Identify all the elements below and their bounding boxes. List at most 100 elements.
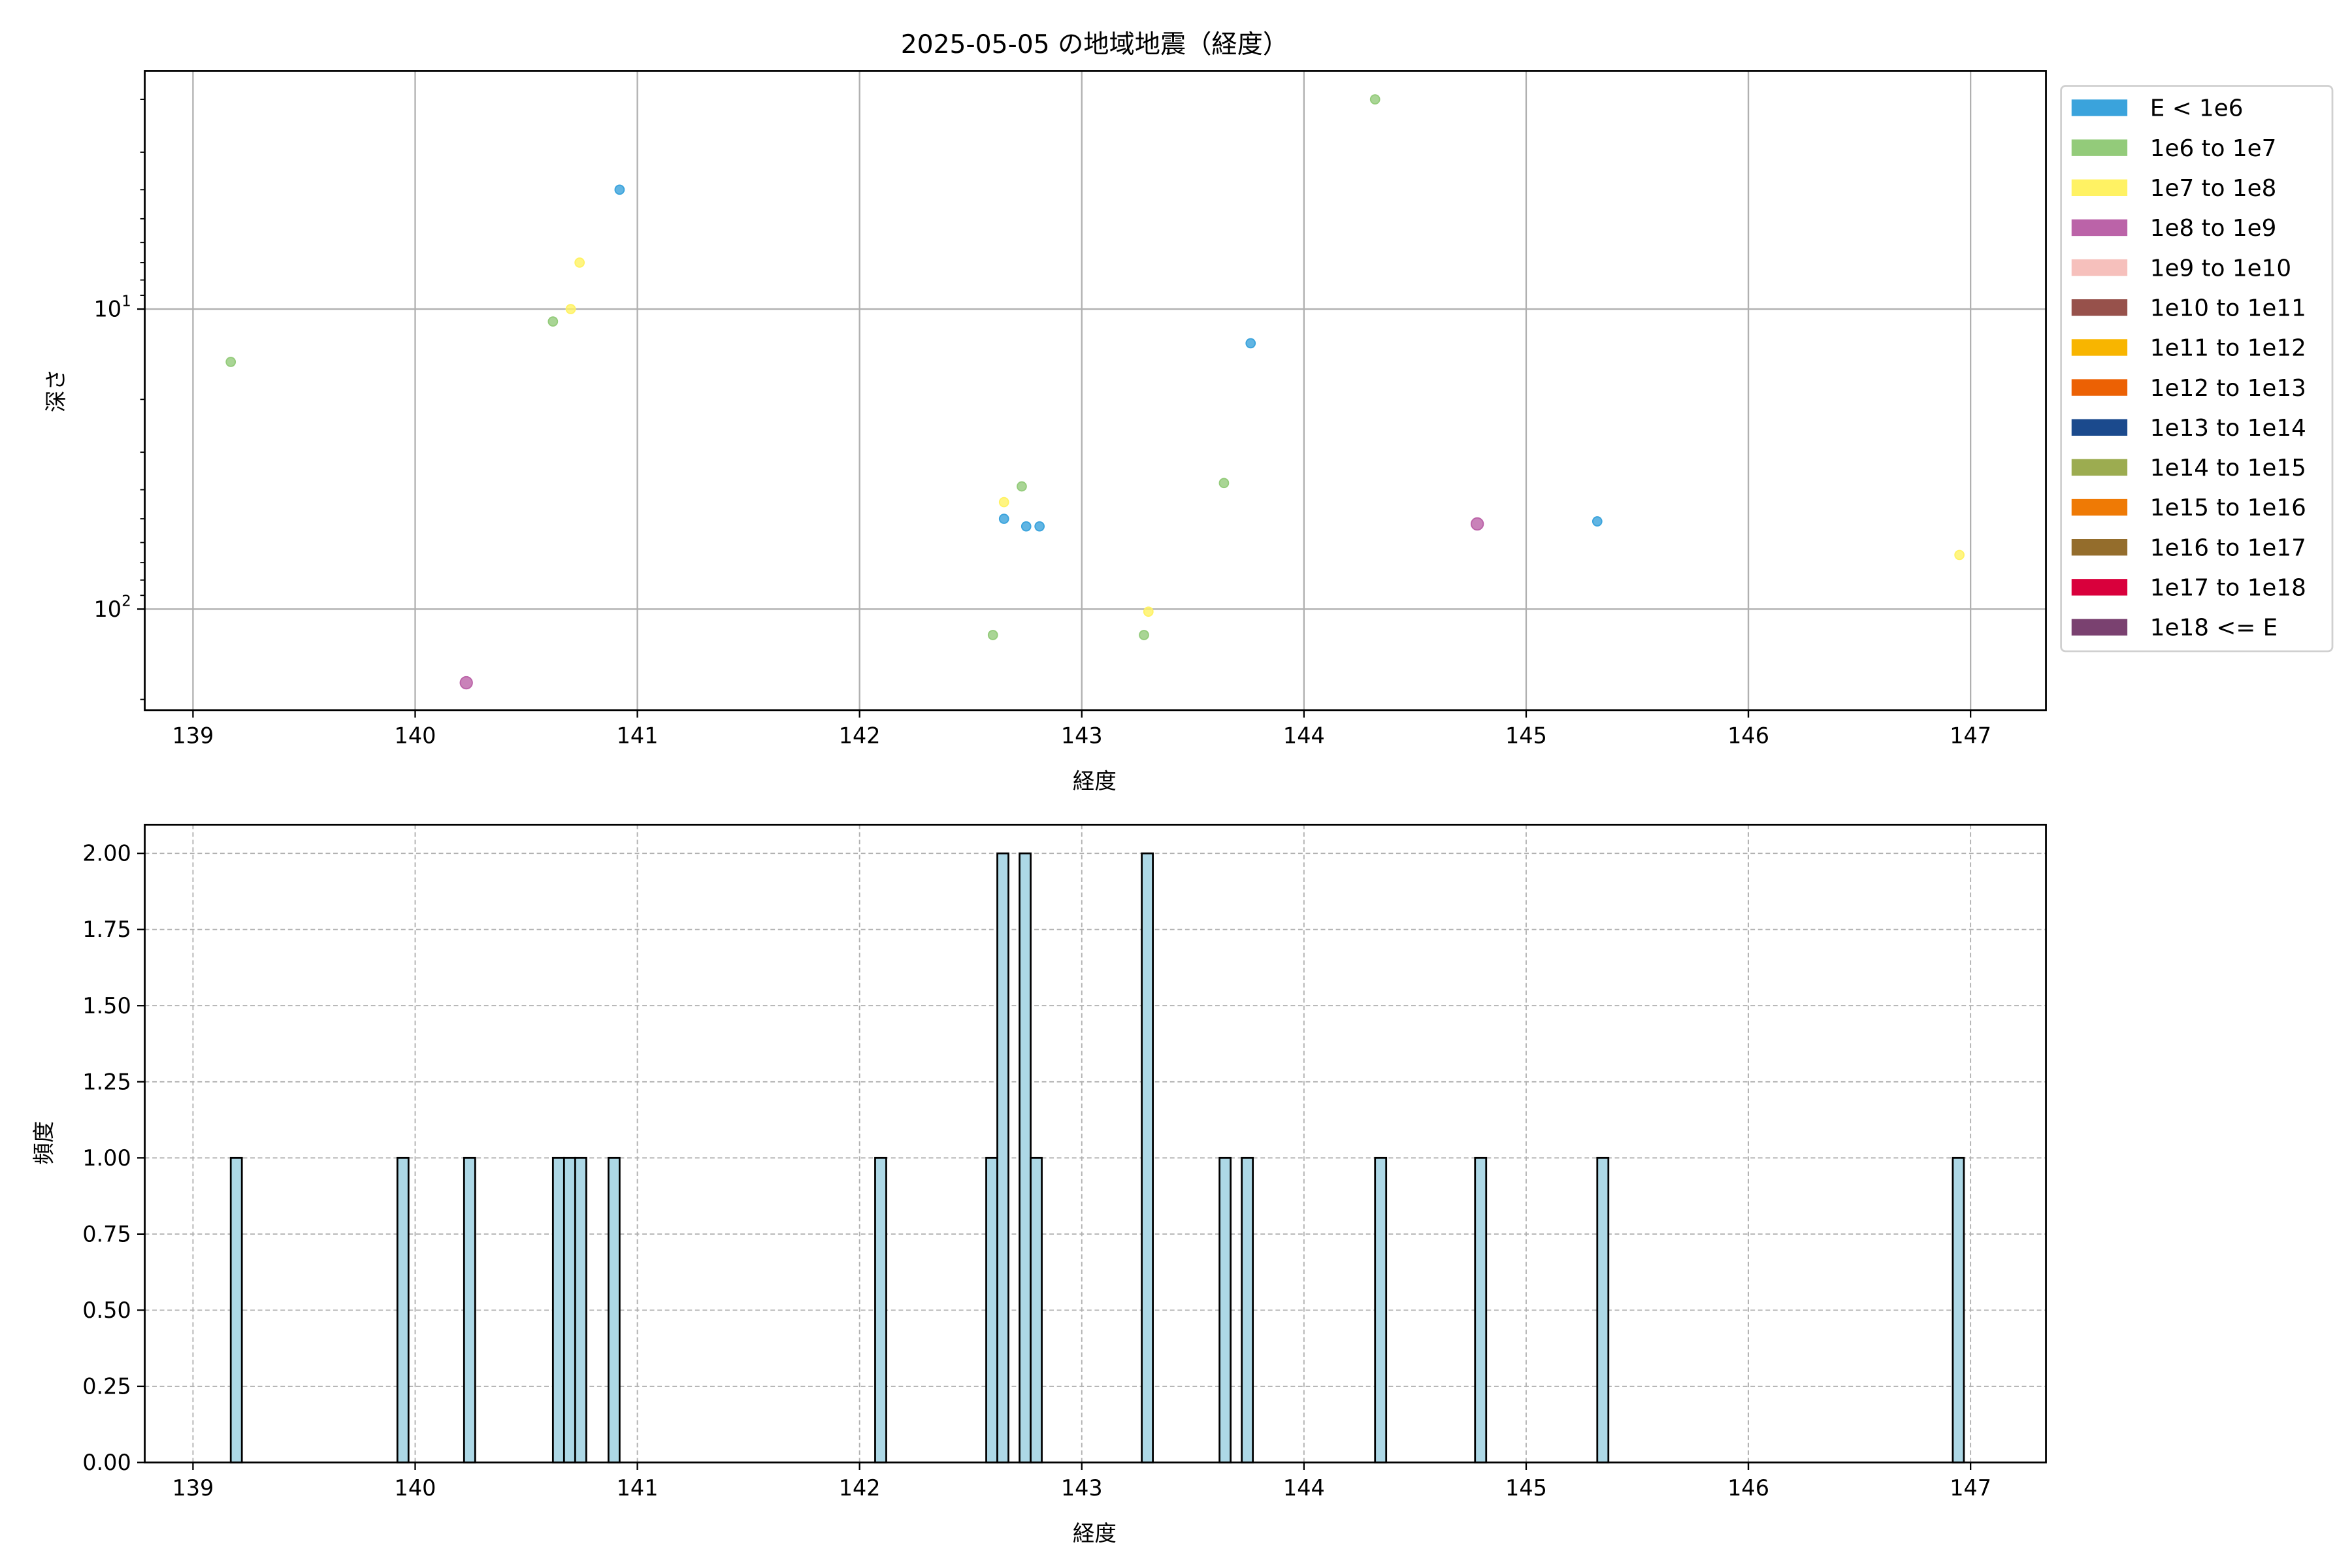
data-point [574,257,585,268]
data-point [614,184,625,195]
histogram-bar [574,1156,587,1463]
data-point [1021,521,1032,532]
legend-swatch [2071,259,2128,276]
legend-swatch [2071,99,2128,116]
legend-label: 1e17 to 1e18 [2150,575,2306,602]
data-point [547,316,559,327]
histogram-xlabel: 経度 [1073,1520,1117,1546]
legend-label: 1e7 to 1e8 [2150,175,2277,202]
legend: E < 1e6 1e6 to 1e7 1e7 to 1e8 1e8 to 1e9 1e9… [2060,85,2334,653]
x-tick-label: 143 [1061,1475,1103,1501]
data-point [1139,630,1149,640]
legend-label: E < 1e6 [2150,95,2244,122]
y-tick-label: 102 [94,593,131,622]
y-tick-label: 1.50 [82,993,131,1019]
legend-swatch [2071,579,2128,596]
legend-swatch [2071,459,2128,476]
data-point [1245,338,1256,349]
data-point [1369,94,1380,105]
data-point [459,676,473,690]
legend-label: 1e11 to 1e12 [2150,335,2306,362]
histogram-ylabel: 頻度 [31,1121,56,1165]
scatter-ylabel: 深さ [43,368,69,412]
data-point [998,514,1009,524]
legend-swatch [2071,619,2128,636]
legend-swatch [2071,139,2128,156]
data-point [1017,481,1027,492]
y-tick-label: 0.25 [82,1373,131,1399]
scatter-title: 2025-05-05 の地域地震（経度） [901,30,1288,59]
data-point [1143,606,1154,617]
x-tick-label: 142 [839,723,881,749]
plot-frame [144,823,2047,1463]
scatter-axes: 139 140 141 142 143 144 145 146 147 101 102 [94,70,2047,749]
legend-label: 1e8 to 1e9 [2150,215,2277,242]
y-tick-label: 2.00 [82,841,131,866]
legend-swatch [2071,179,2128,196]
y-tick-label: 1.00 [82,1145,131,1171]
x-tick-label: 145 [1505,723,1547,749]
legend-swatch [2071,219,2128,237]
legend-swatch [2071,419,2128,436]
legend-swatch [2071,498,2128,516]
data-point [998,497,1009,508]
legend-label: 1e12 to 1e13 [2150,375,2306,402]
y-tick-label: 0.50 [82,1298,131,1323]
y-tick-label: 1.25 [82,1069,131,1094]
x-tick-label: 141 [617,723,659,749]
x-tick-label: 146 [1727,1475,1769,1501]
legend-box [2060,85,2334,653]
legend-label: 1e18 <= E [2150,615,2278,642]
histogram-bar [1374,1156,1388,1463]
histogram-bar [985,1156,998,1463]
x-tick-label: 145 [1505,1475,1547,1501]
histogram-bar [1019,852,1032,1463]
legend-swatch [2071,539,2128,556]
legend-label: 1e16 to 1e17 [2150,534,2306,561]
legend-label: 1e9 to 1e10 [2150,255,2291,282]
histogram-bar [1952,1156,1965,1463]
x-tick-label: 141 [617,1475,659,1501]
x-tick-label: 143 [1061,723,1103,749]
legend-label: 1e14 to 1e15 [2150,455,2306,482]
legend-swatch [2071,339,2128,356]
histogram-bar [607,1156,621,1463]
y-tick-label: 0.00 [82,1450,131,1475]
x-tick-label: 147 [1950,1475,1991,1501]
x-tick-label: 142 [839,1475,881,1501]
histogram-bar [996,852,1009,1463]
legend-label: 1e13 to 1e14 [2150,415,2306,442]
x-tick-label: 139 [172,723,214,749]
x-tick-label: 144 [1283,723,1325,749]
histogram-bar [229,1156,243,1463]
data-point [225,357,237,367]
data-point [987,630,998,640]
data-point [1218,478,1230,489]
legend-label: 1e10 to 1e11 [2150,295,2306,321]
data-point [1034,521,1045,532]
data-point [1470,517,1484,531]
histogram-bar [1141,852,1154,1463]
histogram-bar [563,1156,576,1463]
histogram-axes: 139 140 141 142 143 144 145 146 147 0.00 0.25 0.50 0… [82,823,2047,1501]
histogram-bar [551,1156,565,1463]
histogram-bar [1030,1156,1043,1463]
x-tick-label: 147 [1950,723,1991,749]
data-point [1954,549,1965,561]
histogram-bar [1596,1156,1610,1463]
histogram-bar [463,1156,476,1463]
x-tick-label: 140 [395,723,436,749]
histogram-bar [874,1156,887,1463]
legend-swatch [2071,299,2128,316]
histogram-bar [396,1156,410,1463]
x-tick-label: 140 [395,1475,436,1501]
histogram-bar [1474,1156,1488,1463]
plot-frame [144,70,2047,711]
legend-label: 1e6 to 1e7 [2150,135,2277,162]
x-tick-label: 146 [1727,723,1769,749]
scatter-xlabel: 経度 [1073,768,1117,794]
y-tick-label: 0.75 [82,1221,131,1247]
y-tick-label: 1.75 [82,917,131,942]
y-tick-label: 101 [94,293,131,321]
